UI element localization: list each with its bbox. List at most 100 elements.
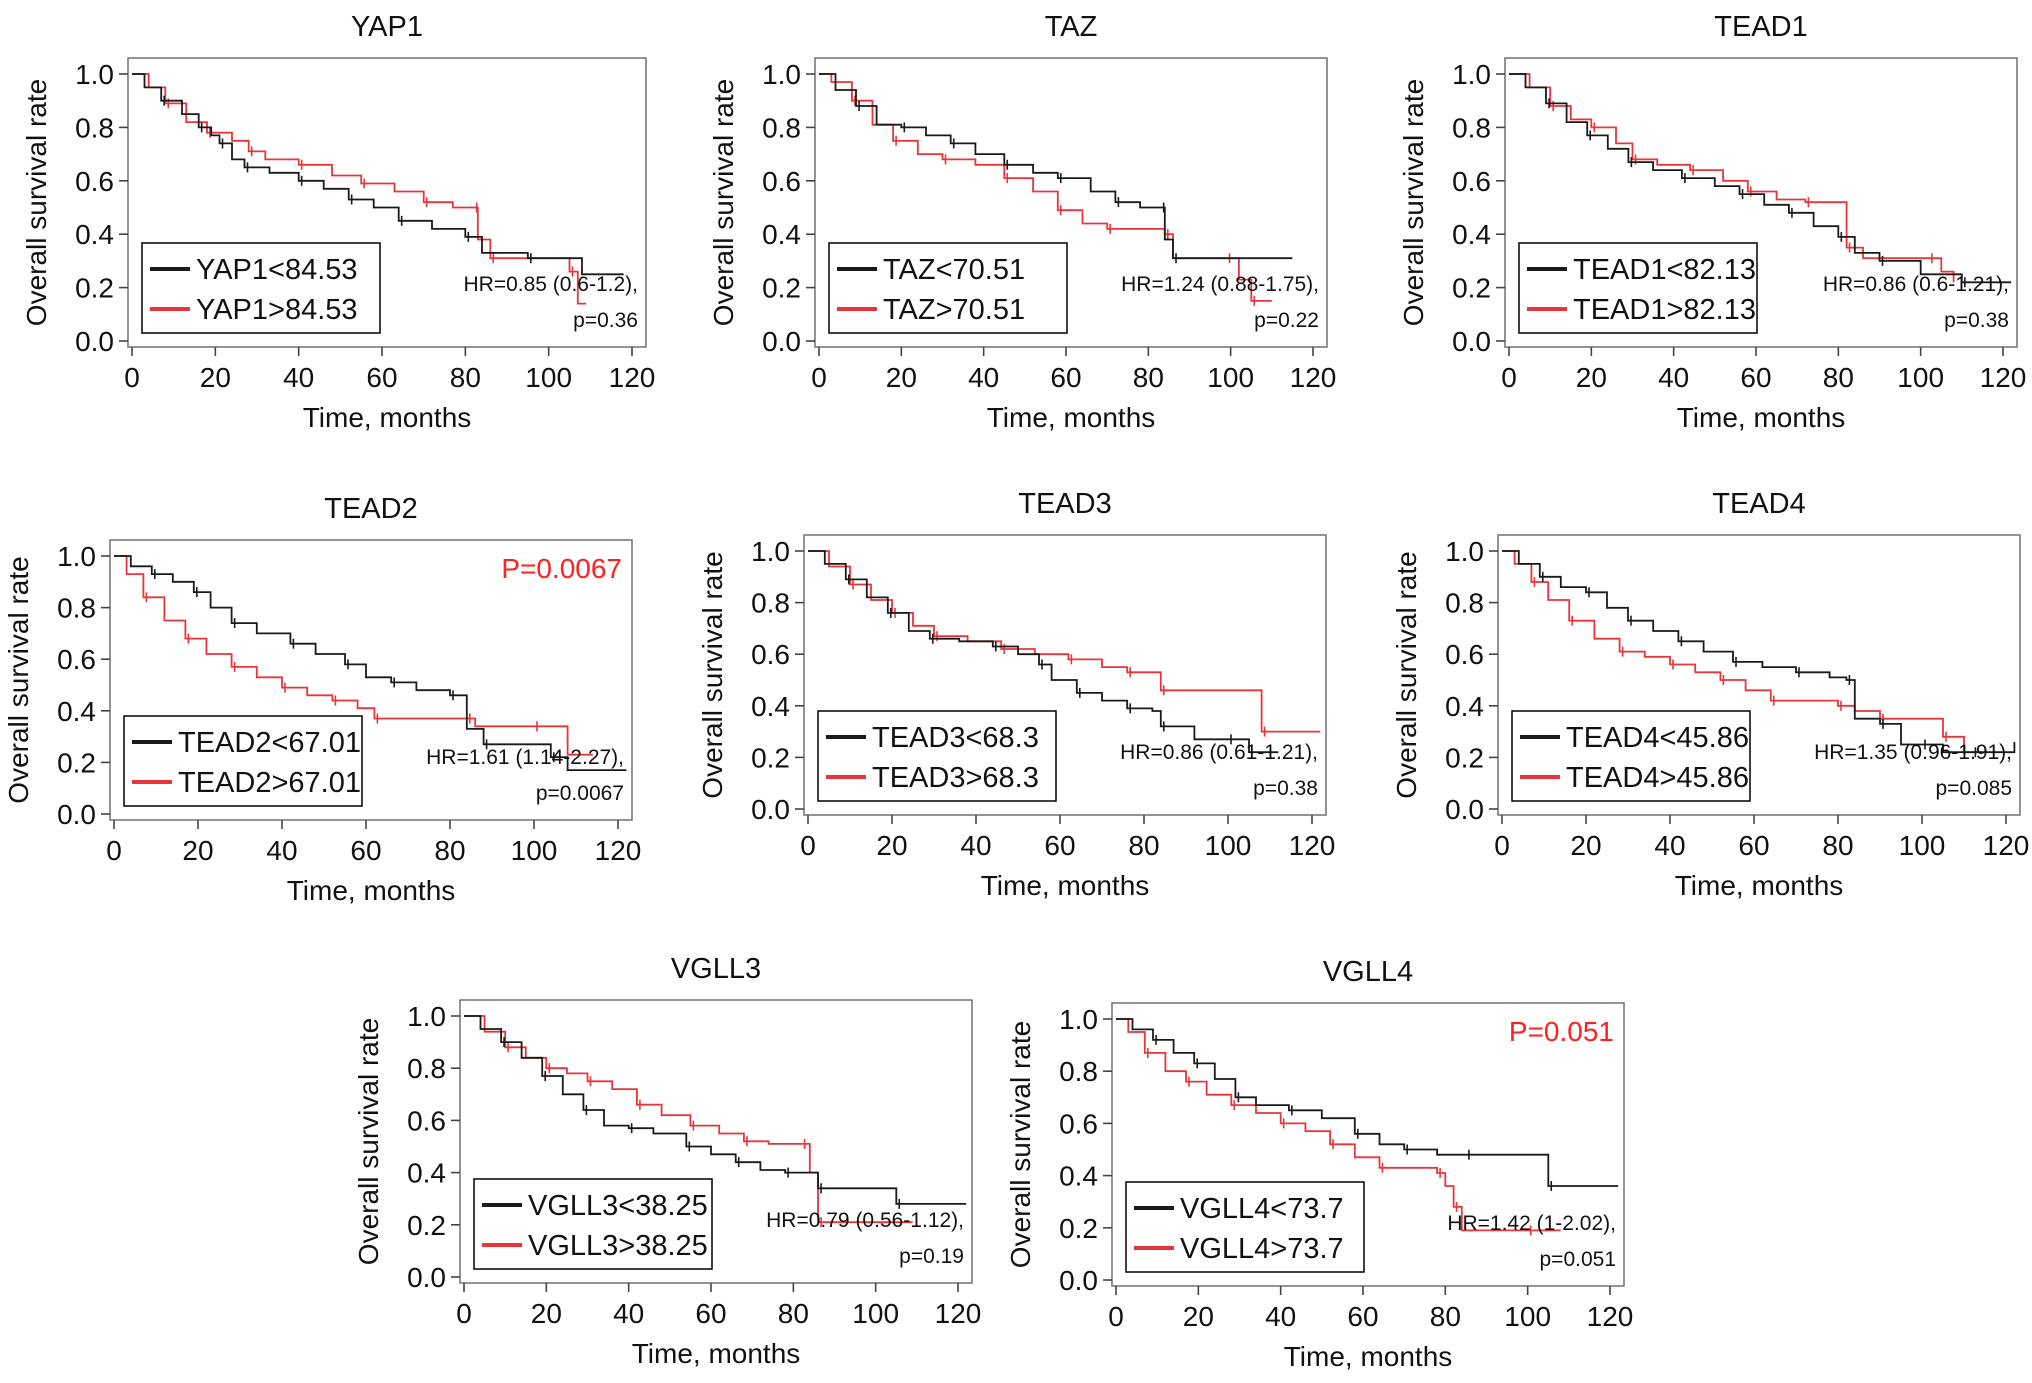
plot-frame xyxy=(127,57,647,348)
x-tick-label: 100 xyxy=(1504,1301,1551,1332)
y-tick-label: 0.2 xyxy=(1059,1213,1098,1244)
survival-curve-high xyxy=(1509,73,1955,283)
legend-label: TEAD2>67.01 xyxy=(178,767,361,799)
x-tick-label: 100 xyxy=(525,362,572,393)
x-tick-label: 120 xyxy=(1289,830,1336,861)
legend-label: VGLL4<73.7 xyxy=(1180,1193,1344,1225)
y-tick-label: 0.6 xyxy=(751,639,790,670)
y-axis-label: Overall survival rate xyxy=(708,79,739,326)
x-tick-label: 40 xyxy=(613,1298,644,1329)
x-tick-label: 120 xyxy=(609,362,656,393)
legend-box xyxy=(1125,1181,1365,1273)
legend-label: YAP1>84.53 xyxy=(196,294,358,326)
km-panel-taz: TAZ 0.0 0.2 0.4 0.6 0.8 1.0 0 20 40 60 80 100 120 Time… xyxy=(708,11,1336,433)
y-tick-label: 0.2 xyxy=(75,273,114,304)
x-tick-label: 60 xyxy=(1347,1301,1378,1332)
y-tick-label: 1.0 xyxy=(1445,536,1484,567)
legend-label: YAP1<84.53 xyxy=(196,254,358,286)
y-axis-label: Overall survival rate xyxy=(1398,79,1429,326)
survival-curve-low xyxy=(1116,1018,1619,1187)
y-tick-label: 0.4 xyxy=(1445,691,1484,722)
legend-box xyxy=(141,242,381,334)
panel-title: YAP1 xyxy=(351,11,423,43)
survival-curve-high xyxy=(132,73,587,305)
x-tick-label: 60 xyxy=(695,1298,726,1329)
km-panel-vgll3: VGLL3 0.0 0.2 0.4 0.6 0.8 1.0 0 20 40 60 80 100 120 Ti… xyxy=(353,953,981,1369)
x-tick-label: 0 xyxy=(124,362,140,393)
survival-curve-low xyxy=(1502,550,2016,754)
y-axis-label: Overall survival rate xyxy=(1005,1021,1036,1268)
x-axis-label: Time, months xyxy=(1284,1341,1453,1372)
x-tick-label: 20 xyxy=(876,830,907,861)
y-axis-label: Overall survival rate xyxy=(697,551,728,798)
x-tick-label: 20 xyxy=(1576,362,1607,393)
x-tick-label: 80 xyxy=(1822,830,1853,861)
panel-title: VGLL3 xyxy=(671,953,761,985)
x-tick-label: 80 xyxy=(434,835,465,866)
y-tick-label: 0.4 xyxy=(751,691,790,722)
y-tick-label: 1.0 xyxy=(407,1001,446,1032)
y-tick-label: 0.4 xyxy=(1452,219,1491,250)
x-tick-label: 40 xyxy=(283,362,314,393)
x-tick-label: 60 xyxy=(1050,362,1081,393)
legend-label: TEAD1<82.13 xyxy=(1573,254,1756,286)
p-value: p=0.38 xyxy=(1253,777,1318,800)
y-tick-label: 0.8 xyxy=(1445,588,1484,619)
x-axis-label: Time, months xyxy=(1675,870,1844,901)
km-panel-tead3: TEAD3 0.0 0.2 0.4 0.6 0.8 1.0 0 20 40 60 80 100 120 Ti… xyxy=(697,488,1335,901)
p-value: p=0.36 xyxy=(573,309,638,332)
x-tick-label: 20 xyxy=(1183,1301,1214,1332)
x-tick-label: 100 xyxy=(1207,362,1254,393)
y-tick-label: 0.2 xyxy=(1452,273,1491,304)
km-panel-vgll4: VGLL4 0.0 0.2 0.4 0.6 0.8 1.0 0 20 40 60 80 100 120 Ti… xyxy=(1005,956,1633,1372)
x-tick-label: 40 xyxy=(1658,362,1689,393)
legend-box xyxy=(1518,242,1758,334)
legend-label: VGLL4>73.7 xyxy=(1180,1233,1344,1265)
survival-curve-low xyxy=(808,550,1279,754)
p-value: p=0.0067 xyxy=(536,782,624,805)
legend-box xyxy=(828,242,1068,334)
survival-curve-high xyxy=(808,550,1321,733)
x-tick-label: 100 xyxy=(1897,362,1944,393)
p-value: p=0.22 xyxy=(1254,309,1319,332)
plot-frame xyxy=(803,534,1327,816)
x-tick-label: 60 xyxy=(1044,830,1075,861)
x-tick-label: 40 xyxy=(266,835,297,866)
survival-curve-high xyxy=(464,1015,913,1224)
y-tick-label: 0.4 xyxy=(57,696,96,727)
survival-curve-low xyxy=(132,73,624,276)
y-tick-label: 0.0 xyxy=(407,1262,446,1293)
y-tick-label: 0.0 xyxy=(762,326,801,357)
legend-label: TEAD1>82.13 xyxy=(1573,294,1756,326)
p-value: p=0.19 xyxy=(899,1245,964,1268)
panel-title: TEAD2 xyxy=(324,493,417,525)
y-axis-label: Overall survival rate xyxy=(21,79,52,326)
y-tick-label: 0.2 xyxy=(407,1210,446,1241)
panel-title: VGLL4 xyxy=(1323,956,1413,988)
y-tick-label: 1.0 xyxy=(75,59,114,90)
legend-box xyxy=(473,1178,713,1270)
x-tick-label: 80 xyxy=(1823,362,1854,393)
y-tick-label: 0.6 xyxy=(1445,639,1484,670)
legend-label: TEAD4>45.86 xyxy=(1566,762,1749,794)
km-panel-tead2: TEAD2 0.0 0.2 0.4 0.6 0.8 1.0 0 20 40 60 80 100 120 Ti… xyxy=(3,493,641,906)
y-tick-label: 0.6 xyxy=(762,166,801,197)
y-tick-label: 0.0 xyxy=(57,799,96,830)
x-tick-label: 100 xyxy=(1205,830,1252,861)
x-tick-label: 40 xyxy=(960,830,991,861)
x-tick-label: 80 xyxy=(1133,362,1164,393)
legend-label: TEAD2<67.01 xyxy=(178,727,361,759)
x-axis-label: Time, months xyxy=(987,402,1156,433)
survival-curve-high xyxy=(1502,550,1981,754)
panel-title: TEAD1 xyxy=(1714,11,1807,43)
y-tick-label: 0.6 xyxy=(1059,1108,1098,1139)
y-axis-label: Overall survival rate xyxy=(3,556,34,803)
x-tick-label: 60 xyxy=(366,362,397,393)
y-tick-label: 0.4 xyxy=(762,219,801,250)
y-tick-label: 0.0 xyxy=(1452,326,1491,357)
x-tick-label: 80 xyxy=(778,1298,809,1329)
x-tick-label: 20 xyxy=(886,362,917,393)
x-tick-label: 60 xyxy=(1740,362,1771,393)
x-tick-label: 0 xyxy=(106,835,122,866)
x-tick-label: 0 xyxy=(811,362,827,393)
